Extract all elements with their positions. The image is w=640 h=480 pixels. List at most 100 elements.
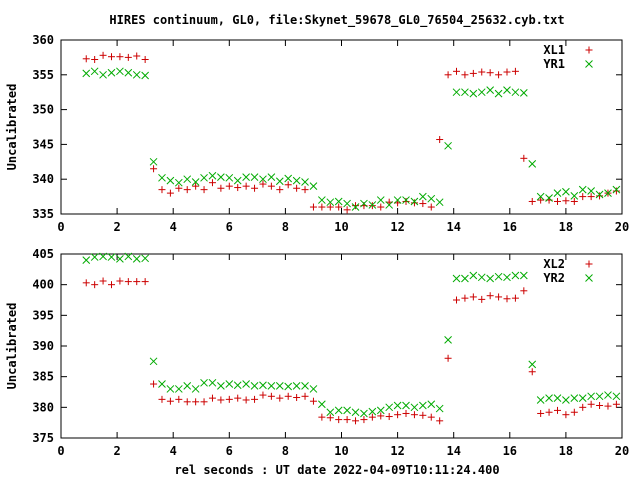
top-xl1-point [436, 136, 444, 144]
bottom-xl2-point [259, 391, 267, 399]
top-yr1-point [562, 187, 570, 196]
top-xl1-point [91, 55, 99, 63]
bottom-y-tick-label: 380 [32, 400, 54, 414]
top-yr1-point [116, 67, 124, 76]
bottom-yr2-point [141, 254, 150, 263]
top-xl1-point [343, 206, 351, 214]
bottom-yr2-point [376, 406, 385, 415]
bottom-yr2-point [461, 274, 469, 283]
top-xl1-point [107, 53, 115, 61]
bottom-panel: Uncalibrated 0 2 4 6 8 10 12 14 16 18 20 375 380 385 3… [5, 247, 629, 458]
bottom-x-tick-label: 2 [113, 444, 120, 458]
bottom-yr2-point [393, 401, 402, 410]
top-yr1-point [553, 189, 562, 197]
top-xl1-point [183, 186, 191, 194]
top-xl1-point [242, 182, 250, 190]
bottom-x-tick-label: 0 [57, 444, 64, 458]
bottom-yr2-point [200, 378, 208, 387]
top-xl1-point [419, 200, 427, 208]
top-xl1-point [427, 203, 435, 211]
bottom-y-tick-label: 375 [32, 431, 54, 445]
bottom-xl2-point [495, 293, 503, 301]
top-yr1-point [494, 89, 503, 98]
top-xl1-point [612, 187, 620, 195]
top-xl1-point [553, 197, 561, 205]
bottom-xl2-point [579, 403, 587, 411]
top-yr1-point [343, 199, 351, 208]
top-yr1-point [132, 70, 141, 79]
top-yr1-point [225, 173, 234, 182]
bottom-data-points [82, 252, 621, 425]
top-xl1-point [124, 53, 132, 61]
top-yr1-point [393, 196, 402, 204]
top-legend-marker [585, 60, 593, 68]
top-xl1-point [511, 67, 519, 75]
top-xl1-point [259, 180, 267, 188]
top-yr1-point [536, 192, 545, 201]
top-yr1-point [528, 160, 537, 168]
top-xl1-point [276, 186, 284, 194]
bottom-xl2-point [402, 409, 410, 417]
top-x-tick-label: 2 [113, 220, 120, 234]
bottom-legend-label: YR2 [543, 271, 565, 285]
top-yr1-point [469, 89, 478, 98]
top-yr1-point [292, 176, 301, 185]
top-yr1-point [99, 70, 107, 79]
top-yr1-point [309, 182, 318, 191]
bottom-xl2-point [200, 398, 208, 406]
top-y-tick-label: 355 [32, 68, 54, 82]
bottom-x-tick-label: 18 [559, 444, 573, 458]
top-xl1-point [234, 184, 242, 192]
bottom-xl2-point [612, 400, 620, 408]
top-xl1-point [461, 71, 469, 79]
bottom-xl2-point [486, 292, 494, 300]
bottom-x-tick-label: 10 [334, 444, 348, 458]
top-yr1-point [444, 141, 452, 150]
bottom-xl2-point [166, 397, 174, 405]
bottom-yr2-point [301, 382, 309, 390]
bottom-xl2-point [520, 287, 528, 295]
bottom-xl2-point [107, 281, 115, 289]
top-yr1-point [587, 187, 595, 195]
bottom-yr2-point [208, 378, 217, 387]
top-x-tick-label: 12 [390, 220, 404, 234]
bottom-y-tick-label: 395 [32, 308, 54, 322]
bottom-x-tick-label: 6 [226, 444, 233, 458]
top-yr1-point [174, 178, 183, 187]
top-xl1-point [453, 67, 461, 75]
top-y-tick-label: 360 [32, 33, 54, 47]
top-ticks: 0 2 4 6 8 10 12 14 16 18 20 335 340 345 350 355 360 [32, 33, 629, 234]
bottom-xl2-point [183, 398, 191, 406]
top-yr1-point [368, 201, 377, 209]
top-xl1-point [208, 179, 216, 187]
top-yr1-point [301, 178, 309, 186]
bottom-yr2-point [511, 271, 520, 280]
bottom-yr2-point [116, 255, 124, 263]
top-xl1-point [495, 71, 503, 79]
bottom-yr2-point [334, 406, 343, 415]
bottom-ticks: 0 2 4 6 8 10 12 14 16 18 20 375 380 385 390 395 400 405 [32, 247, 629, 458]
top-yr1-point [511, 88, 520, 97]
top-xl1-point [158, 186, 166, 194]
top-y-axis-label: Uncalibrated [5, 84, 19, 171]
bottom-xl2-point [133, 278, 141, 286]
top-yr1-point [250, 173, 259, 181]
bottom-yr2-point [82, 256, 91, 264]
top-yr1-point [208, 171, 217, 180]
bottom-yr2-point [519, 271, 528, 280]
bottom-yr2-point [528, 360, 537, 369]
bottom-xl2-point [335, 416, 343, 424]
bottom-xl2-point [436, 417, 444, 425]
bottom-xl2-point [192, 398, 200, 406]
top-yr1-point [570, 192, 579, 200]
top-xl1-point [301, 186, 309, 194]
top-xl1-point [225, 182, 233, 190]
bottom-xl2-point [208, 394, 216, 402]
top-xl1-point [503, 68, 511, 76]
bottom-xl2-point [537, 409, 545, 417]
top-xl1-point [537, 196, 545, 204]
top-xl1-point [293, 184, 301, 192]
bottom-xl2-point [343, 416, 351, 424]
top-y-tick-label: 340 [32, 172, 54, 186]
